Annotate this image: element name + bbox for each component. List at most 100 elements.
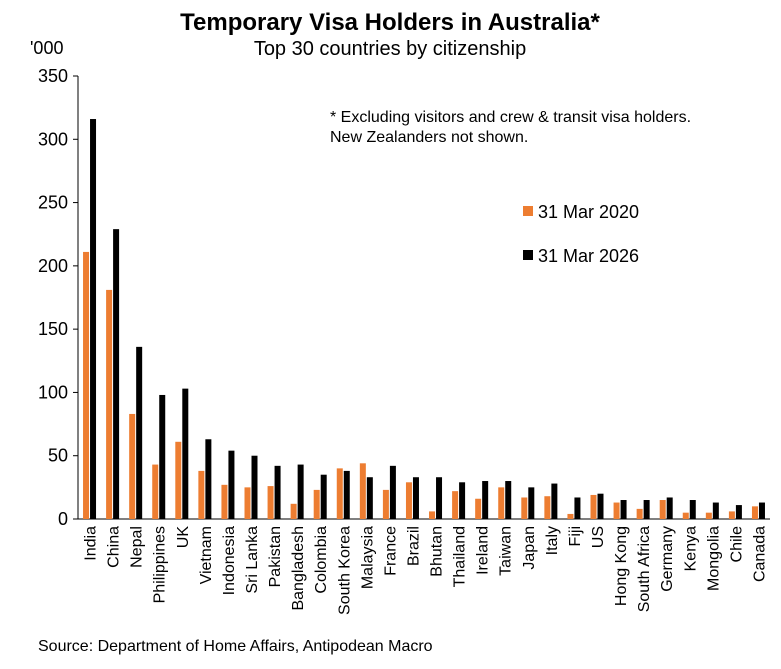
- x-tick-label: Bhutan: [429, 526, 446, 577]
- bar-2020: [429, 511, 436, 519]
- bar-2020: [475, 498, 482, 519]
- bar-2026: [136, 346, 143, 519]
- bar-2026: [366, 477, 373, 519]
- bar-2026: [689, 500, 696, 519]
- bar-2026: [228, 450, 235, 519]
- x-tick-label: Japan: [521, 526, 538, 570]
- x-tick-label: India: [83, 526, 100, 561]
- x-tick-label: Bangladesh: [290, 526, 307, 611]
- bar-2026: [436, 477, 443, 519]
- bar-2020: [452, 491, 459, 519]
- bar-2020: [83, 251, 90, 520]
- legend-swatch-2020: [523, 206, 533, 216]
- y-tick-label: 350: [38, 66, 68, 86]
- legend: 31 Mar 2020 31 Mar 2026: [523, 202, 639, 266]
- x-tick-label: Chile: [728, 526, 745, 563]
- bar-2020: [498, 487, 505, 519]
- bar-2020: [106, 289, 113, 519]
- bars: [83, 119, 765, 520]
- bar-2020: [221, 484, 228, 519]
- y-tick-label: 250: [38, 193, 68, 213]
- x-tick-label: Indonesia: [221, 526, 238, 595]
- bar-2026: [735, 505, 742, 519]
- bar-2026: [758, 502, 765, 519]
- x-tick-label: US: [590, 526, 607, 548]
- y-tick-label: 50: [48, 446, 68, 466]
- x-tick-label: Nepal: [129, 526, 146, 568]
- bar-2026: [643, 500, 650, 519]
- bar-2020: [382, 489, 389, 519]
- bar-2026: [459, 482, 466, 519]
- bar-2020: [590, 494, 597, 519]
- x-tick-label: Philippines: [152, 526, 169, 603]
- x-tick-label: Taiwan: [498, 526, 515, 576]
- x-tick-label: Hong Kong: [613, 526, 630, 606]
- legend-swatch-2026: [523, 250, 533, 260]
- legend-label-2020: 31 Mar 2020: [538, 202, 639, 222]
- bar-2026: [551, 483, 558, 519]
- x-tick-label: Germany: [659, 526, 676, 592]
- bar-2020: [267, 486, 274, 519]
- y-tick-label: 100: [38, 382, 68, 402]
- bar-2020: [152, 464, 159, 519]
- bar-2026: [182, 388, 189, 519]
- x-tick-label: South Africa: [636, 526, 653, 612]
- bar-2020: [336, 468, 343, 519]
- bar-2020: [567, 513, 574, 519]
- bar-2020: [659, 500, 666, 519]
- bar-2026: [482, 481, 489, 519]
- bar-2020: [613, 502, 620, 519]
- bar-2026: [620, 500, 627, 519]
- bar-2020: [705, 512, 712, 519]
- bar-2020: [129, 413, 136, 519]
- x-tick-label: UK: [175, 526, 192, 549]
- x-tick-label: Canada: [751, 526, 768, 582]
- bar-2020: [244, 487, 251, 519]
- bar-2020: [728, 511, 735, 519]
- x-tick-label: France: [382, 526, 399, 576]
- x-tick-label: Colombia: [313, 526, 330, 594]
- x-tick-label: Sri Lanka: [244, 526, 261, 594]
- bar-2020: [521, 497, 528, 519]
- footnote-line-1: * Excluding visitors and crew & transit …: [330, 109, 691, 126]
- x-tick-label: South Korea: [336, 526, 353, 615]
- x-tick-label: Brazil: [405, 526, 422, 566]
- bar-2020: [313, 489, 320, 519]
- chart-title: Temporary Visa Holders in Australia*: [180, 9, 600, 36]
- bar-2020: [198, 470, 205, 519]
- y-tick-label: 150: [38, 319, 68, 339]
- bar-2026: [597, 493, 604, 519]
- bar-2026: [205, 439, 212, 519]
- bar-2026: [159, 394, 166, 519]
- bar-2026: [505, 481, 512, 519]
- chart-subtitle: Top 30 countries by citizenship: [254, 38, 526, 60]
- bar-2026: [297, 464, 304, 519]
- bar-2026: [712, 502, 719, 519]
- bar-2026: [113, 229, 120, 519]
- x-tick-labels: India China Nepal Philippines UK Vietnam Indon…: [83, 526, 769, 615]
- bar-2020: [544, 496, 551, 519]
- x-tick-label: Thailand: [452, 526, 469, 587]
- bar-2026: [574, 497, 581, 519]
- bar-2020: [636, 508, 643, 519]
- y-tick-label: 200: [38, 256, 68, 276]
- x-tick-label: Malaysia: [359, 526, 376, 589]
- bar-2020: [359, 463, 366, 519]
- x-tick-label: Vietnam: [198, 526, 215, 584]
- bar-2020: [175, 441, 182, 519]
- bar-2020: [751, 506, 758, 519]
- bar-2020: [290, 503, 297, 519]
- x-tick-label: Italy: [544, 526, 561, 555]
- x-tick-label: Ireland: [475, 526, 492, 575]
- bar-2026: [343, 470, 350, 519]
- bar-2026: [274, 465, 281, 519]
- bar-2020: [682, 512, 689, 519]
- x-tick-label: Kenya: [682, 526, 699, 571]
- bar-2026: [666, 497, 673, 519]
- x-tick-label: Pakistan: [267, 526, 284, 587]
- bar-2020: [405, 482, 412, 519]
- y-tick-label: 300: [38, 129, 68, 149]
- x-tick-label: Mongolia: [705, 526, 722, 591]
- bar-2026: [412, 477, 419, 519]
